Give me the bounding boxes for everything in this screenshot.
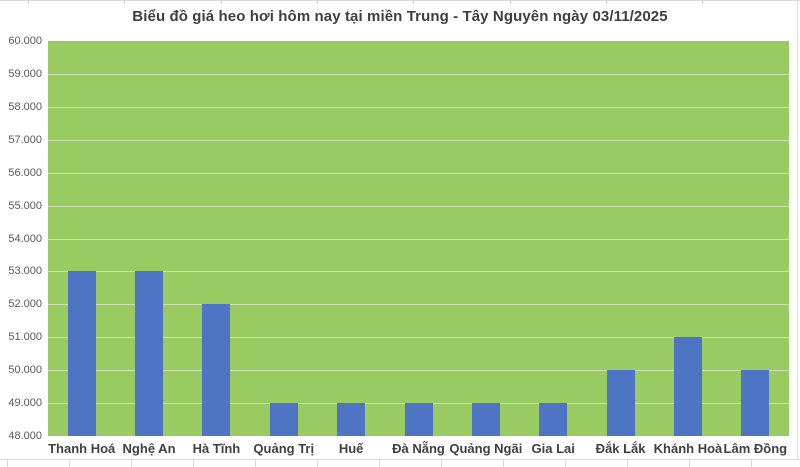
cell-tick [565, 459, 566, 467]
y-tick-label: 56.000 [8, 166, 42, 179]
x-tick-label: Đắk Lắk [595, 441, 646, 456]
x-tick-label: Huế [338, 441, 364, 456]
bar-huế [337, 403, 366, 436]
bar-đắk-lắk [606, 370, 635, 436]
plot-area [48, 41, 789, 436]
y-tick-label: 53.000 [8, 265, 42, 278]
x-tick-label: Quảng Trị [253, 441, 315, 456]
y-tick-label: 51.000 [8, 331, 42, 344]
cell-tick [124, 0, 125, 4]
y-tick-label: 58.000 [8, 100, 42, 113]
cell-tick [702, 0, 703, 4]
cell-tick [69, 459, 70, 467]
x-tick-label: Đà Nẵng [392, 441, 445, 456]
y-tick-label: 60.000 [8, 35, 42, 47]
bar-nghệ-an [135, 271, 164, 436]
y-tick-label: 57.000 [8, 133, 42, 146]
y-tick-label: 49.000 [8, 397, 42, 410]
cell-tick [441, 459, 442, 467]
y-tick-label: 52.000 [8, 298, 42, 311]
x-tick-label: Nghệ An [122, 441, 176, 456]
cell-tick [28, 0, 29, 4]
x-tick-label: Khánh Hoà [653, 441, 723, 456]
cell-tick [221, 0, 222, 4]
cell-tick [510, 0, 511, 4]
y-axis: 48.000 49.000 50.000 51.000 52.000 53.000 54.0… [0, 35, 42, 442]
bar-lâm-đồng [741, 370, 770, 436]
gridline [48, 271, 789, 273]
cell-tick [317, 459, 318, 467]
gridline [48, 106, 789, 108]
y-tick-label: 59.000 [8, 67, 42, 80]
cell-tick [413, 0, 414, 4]
gridline [48, 304, 789, 306]
gridline [48, 172, 789, 174]
cell-gridline-bottom [0, 459, 800, 460]
x-tick-label: Gia Lai [531, 441, 575, 456]
x-tick-label: Hà Tĩnh [192, 441, 241, 456]
gridline [48, 205, 789, 207]
cell-tick [317, 0, 318, 4]
y-tick-label: 55.000 [8, 199, 42, 212]
y-tick-label: 48.000 [8, 430, 42, 442]
cell-tick [503, 459, 504, 467]
cell-gridline-right [797, 0, 798, 459]
bar-quảng-trị [269, 403, 298, 436]
gridline [48, 73, 789, 75]
cell-tick [379, 459, 380, 467]
cell-tick [131, 459, 132, 467]
cell-tick [689, 459, 690, 467]
bar-thanh-hoá [67, 271, 96, 436]
x-tick-label: Thanh Hoá [48, 441, 116, 456]
x-axis: Thanh Hoá Nghệ An Hà Tĩnh Quảng Trị Huế Đà Nẵ… [48, 436, 789, 458]
cell-tick [7, 459, 8, 467]
bar-khánh-hoà [673, 337, 702, 436]
cell-tick [751, 459, 752, 467]
cell-tick [606, 0, 607, 4]
x-tick-label: Lâm Đồng [723, 441, 788, 456]
gridline [48, 238, 789, 240]
bar-đà-nẵng [404, 403, 433, 436]
cell-tick [627, 459, 628, 467]
bar-hà-tĩnh [202, 304, 231, 436]
bar-gia-lai [539, 403, 568, 436]
x-tick-label: Quảng Ngãi [449, 441, 523, 456]
gridline [48, 370, 789, 372]
cell-tick [255, 459, 256, 467]
y-tick-label: 54.000 [8, 232, 42, 245]
chart-title: Biểu đồ giá heo hơi hôm nay tại miền Tru… [132, 8, 668, 25]
cell-gridline-top [0, 0, 800, 1]
gridline [48, 139, 789, 141]
gridline [48, 337, 789, 339]
cell-tick [193, 459, 194, 467]
y-tick-label: 50.000 [8, 364, 42, 377]
bar-quảng-ngãi [471, 403, 500, 436]
